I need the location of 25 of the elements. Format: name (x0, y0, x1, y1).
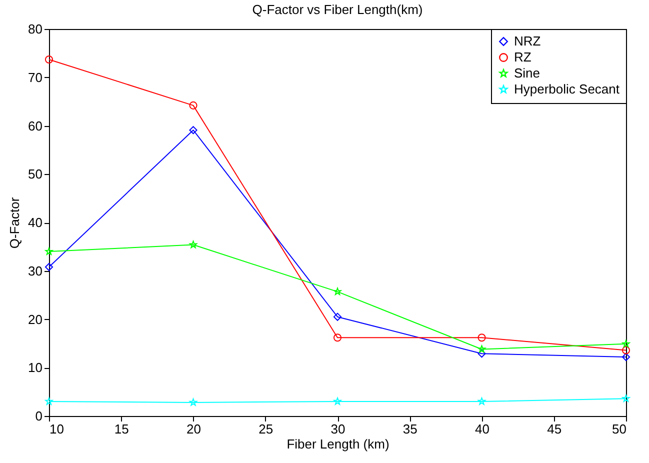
x-tick-label: 50 (612, 422, 626, 436)
y-tick-label: 30 (28, 263, 42, 278)
y-tick-label: 10 (28, 360, 42, 376)
x-tick-label: 40 (475, 422, 490, 436)
y-tick-label: 60 (28, 118, 42, 134)
y-tick-label: 80 (28, 22, 42, 36)
x-tick-label: 35 (402, 422, 418, 436)
y-tick-label: 20 (28, 312, 42, 327)
legend-label: RZ (514, 50, 532, 64)
legend-label: NRZ (514, 34, 541, 48)
y-tick-label: 50 (28, 166, 42, 182)
chart-title: Q-Factor vs Fiber Length(km) (252, 2, 423, 17)
y-axis-title: Q-Factor (7, 196, 22, 249)
y-tick-label: 70 (28, 70, 42, 85)
x-tick-label: 30 (330, 422, 346, 436)
x-axis-title: Fiber Length (km) (286, 436, 390, 452)
x-tick-label: 10 (50, 422, 64, 436)
y-tick-label: 40 (28, 215, 42, 230)
legend-label: Hyperbolic Secant (514, 82, 620, 96)
x-tick-label: 15 (114, 422, 129, 436)
x-tick-label: 20 (186, 422, 201, 436)
y-tick-label: 0 (35, 408, 42, 424)
legend-label: Sine (514, 66, 540, 80)
x-tick-label: 45 (547, 422, 562, 436)
x-tick-label: 25 (258, 422, 274, 436)
